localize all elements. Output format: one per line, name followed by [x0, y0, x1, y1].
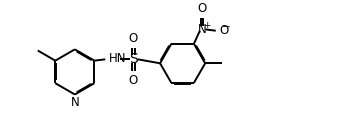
Text: O: O — [129, 74, 138, 87]
Text: O: O — [129, 32, 138, 45]
Text: +: + — [203, 21, 211, 30]
Text: N: N — [71, 96, 79, 109]
Text: O: O — [219, 24, 228, 37]
Text: N: N — [198, 23, 207, 36]
Text: O: O — [198, 2, 207, 15]
Text: −: − — [222, 22, 230, 32]
Text: S: S — [129, 52, 138, 66]
Text: HN: HN — [109, 52, 126, 65]
